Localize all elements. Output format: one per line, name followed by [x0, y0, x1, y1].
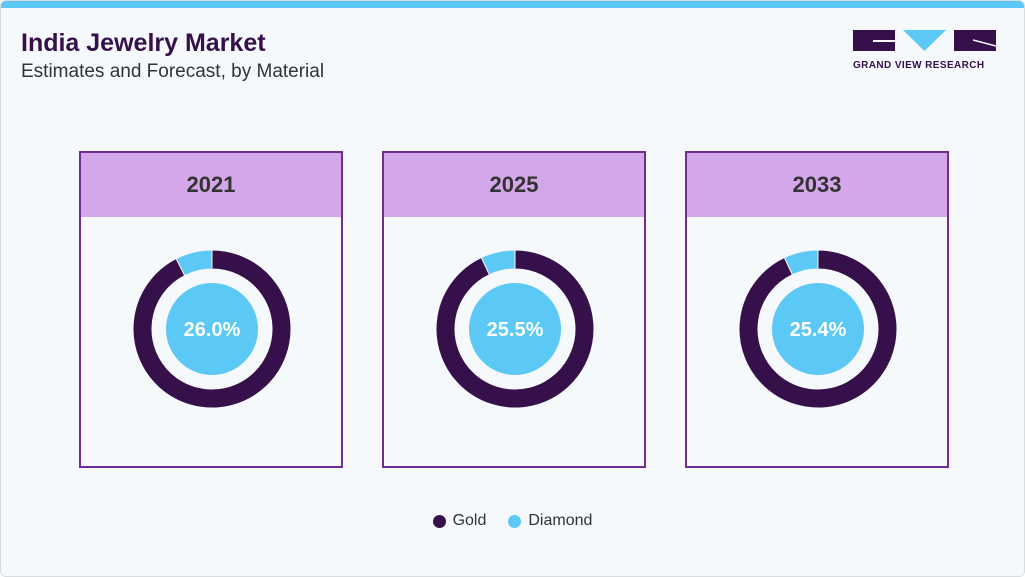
- center-circle: [469, 283, 561, 375]
- legend-swatch-diamond: [508, 514, 522, 528]
- center-label: 25.4%: [790, 319, 847, 341]
- top-accent-bar: [1, 1, 1024, 8]
- donut-slice-gold: [132, 249, 292, 409]
- chart-subtitle: Estimates and Forecast, by Material: [21, 61, 325, 82]
- panel-year: 2025: [384, 153, 644, 217]
- legend-label: Diamond: [528, 512, 593, 529]
- panel-2025: 2025 25.5%: [382, 151, 646, 468]
- legend-label: Gold: [452, 512, 487, 529]
- donut-chart: 25.4%: [738, 249, 898, 409]
- legend-item-diamond: Diamond: [508, 512, 592, 530]
- legend: Gold Diamond: [1, 512, 1024, 530]
- chart-title: India Jewelry Market: [21, 29, 266, 57]
- panel-2033: 2033 25.4%: [685, 151, 949, 468]
- center-label: 25.5%: [487, 319, 544, 341]
- donut-slice-diamond: [175, 249, 213, 277]
- logo-text: GRAND VIEW RESEARCH: [853, 60, 985, 71]
- donut-chart: 26.0%: [132, 249, 292, 409]
- donut-slice-gold: [738, 249, 898, 409]
- legend-item-gold: Gold: [432, 512, 487, 530]
- grand-view-research-logo: [853, 30, 996, 51]
- donut-chart: 25.5%: [435, 249, 595, 409]
- center-circle: [166, 283, 258, 375]
- panel-year: 2021: [81, 153, 341, 217]
- center-label: 26.0%: [184, 319, 241, 341]
- donut-slice-gold: [435, 249, 595, 409]
- panel-2021: 2021 26.0%: [79, 151, 343, 468]
- donut-slice-diamond: [783, 249, 819, 276]
- panel-year: 2033: [687, 153, 947, 217]
- legend-swatch-gold: [432, 514, 446, 528]
- donut-slice-diamond: [480, 249, 516, 276]
- center-circle: [772, 283, 864, 375]
